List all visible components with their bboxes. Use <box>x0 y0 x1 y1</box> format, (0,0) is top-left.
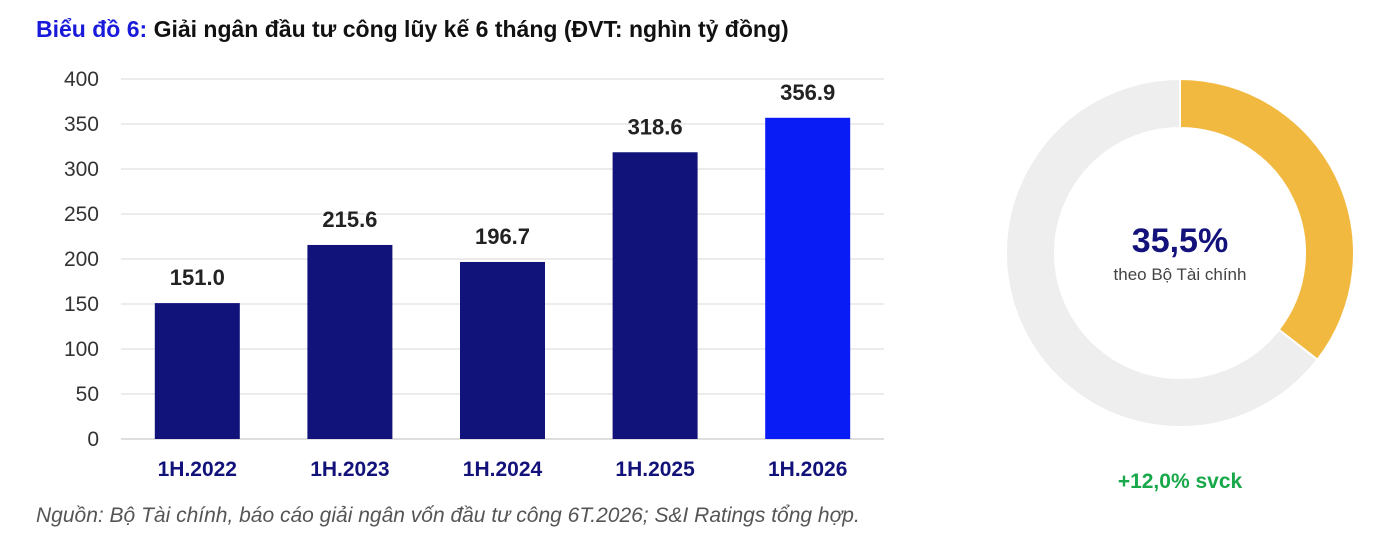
donut-center-value: 35,5% <box>1131 222 1229 260</box>
y-tick-label: 50 <box>76 383 99 406</box>
chart-number: Biểu đồ 6: <box>36 16 148 42</box>
y-tick-label: 200 <box>64 248 99 271</box>
bar <box>612 152 698 439</box>
bar-value-label: 356.9 <box>780 80 835 105</box>
donut-center-label: theo Bộ Tài chính <box>1113 265 1247 284</box>
donut-slice-achieved <box>1179 77 1355 362</box>
x-category-label: 1H.2025 <box>615 458 695 481</box>
y-tick-label: 0 <box>87 428 99 451</box>
donut-slice-remaining <box>1005 77 1319 428</box>
bar <box>307 244 393 439</box>
bar-value-label: 215.6 <box>322 207 377 232</box>
x-category-label: 1H.2024 <box>463 458 543 481</box>
source-note: Nguồn: Bộ Tài chính, báo cáo giải ngân v… <box>36 504 860 527</box>
bar <box>154 303 240 439</box>
bar-value-label: 318.6 <box>628 114 683 139</box>
x-category-label: 1H.2026 <box>768 458 847 481</box>
y-tick-label: 250 <box>64 203 99 226</box>
x-category-label: 1H.2023 <box>310 458 389 481</box>
bar <box>765 117 851 439</box>
yoy-change-label: +12,0% svck <box>1117 470 1243 493</box>
bar-chart: 0 50 100 150 200 250 300 350 400 151.0 1H.2022 215.… <box>64 68 884 481</box>
y-tick-label: 100 <box>64 338 99 361</box>
y-tick-label: 300 <box>64 158 99 181</box>
y-tick-label: 350 <box>64 113 99 136</box>
y-tick-label: 150 <box>64 293 99 316</box>
donut-chart <box>1005 77 1355 428</box>
bar <box>460 261 545 439</box>
x-category-label: 1H.2022 <box>158 458 237 481</box>
chart-title-text: Giải ngân đầu tư công lũy kế 6 tháng (ĐV… <box>153 16 789 42</box>
chart-title: Biểu đồ 6: Giải ngân đầu tư công lũy kế … <box>36 16 789 43</box>
bar-value-label: 196.7 <box>475 224 530 249</box>
y-tick-label: 400 <box>64 68 99 91</box>
bar-value-label: 151.0 <box>170 265 225 290</box>
